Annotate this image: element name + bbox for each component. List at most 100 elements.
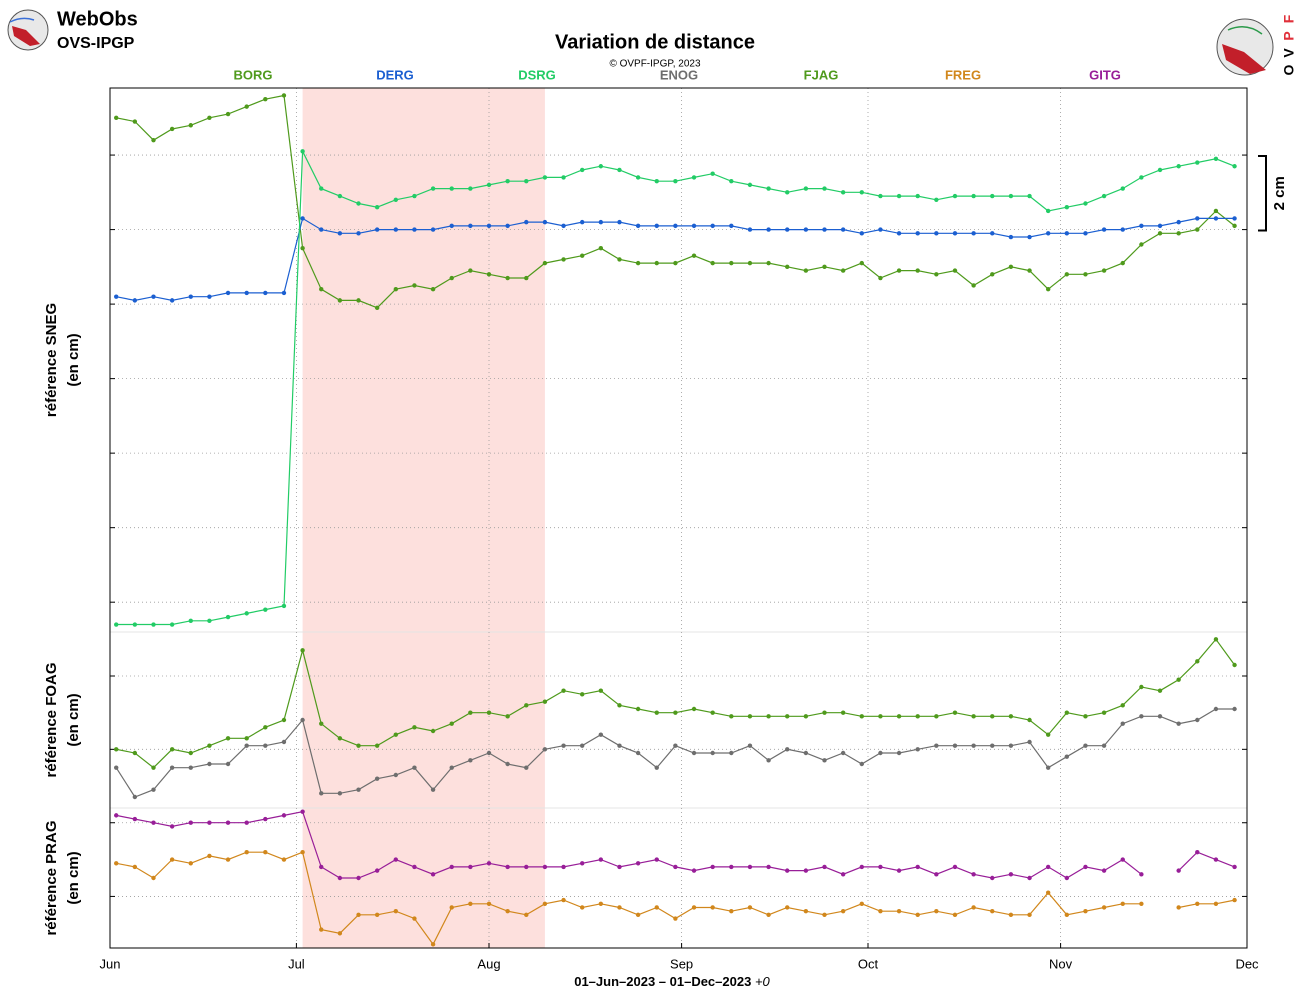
data-point [878, 714, 883, 719]
data-point [1139, 901, 1144, 906]
data-point [859, 190, 864, 195]
data-point [785, 227, 790, 232]
data-point [1045, 765, 1051, 770]
data-point [691, 253, 697, 258]
data-point [971, 743, 976, 748]
data-point [319, 287, 324, 292]
data-point [1176, 677, 1181, 682]
data-point [300, 149, 305, 154]
highlight-band [302, 88, 545, 948]
org-name: OVS-IPGP [57, 35, 135, 52]
logo-letter: O [1281, 64, 1297, 75]
x-tick-label: Dec [1235, 956, 1259, 971]
x-axis-label-main: 01–Jun–2023 – 01–Dec–2023 [574, 974, 751, 989]
data-point [766, 912, 771, 918]
data-point [896, 908, 902, 914]
data-point [747, 260, 753, 266]
data-point [319, 791, 324, 796]
data-point [1008, 714, 1014, 719]
data-point [598, 857, 604, 862]
data-point [747, 714, 753, 719]
data-point [971, 905, 976, 910]
data-point [225, 857, 231, 862]
data-point [542, 175, 548, 180]
data-point [710, 171, 715, 176]
data-point [468, 710, 473, 715]
data-point [449, 864, 454, 870]
data-point [896, 231, 902, 236]
data-point [840, 190, 846, 195]
data-point [1008, 264, 1014, 270]
x-axis-label-suffix: +0 [755, 974, 771, 989]
data-point [598, 164, 604, 169]
data-point [374, 205, 380, 210]
data-point [803, 868, 809, 873]
data-point [468, 901, 473, 906]
data-point [1101, 905, 1107, 910]
data-point [114, 861, 119, 866]
data-point [990, 193, 995, 199]
legend-label: DERG [376, 67, 414, 82]
data-point [300, 216, 305, 221]
data-point [412, 864, 417, 870]
data-point [952, 268, 958, 273]
data-point [468, 186, 473, 191]
data-point [1139, 223, 1144, 229]
data-point [263, 725, 268, 730]
y-axis-label: référence FOAG [43, 662, 60, 777]
data-point [505, 275, 510, 281]
data-point [151, 820, 156, 825]
data-point [449, 186, 454, 191]
data-point [747, 227, 753, 232]
y-axis-label: référence PRAG [43, 820, 60, 935]
data-point [654, 857, 659, 862]
data-point [1232, 223, 1237, 229]
data-point [729, 864, 734, 870]
data-point [1213, 216, 1219, 221]
data-point [561, 743, 566, 748]
data-point [896, 868, 902, 873]
data-point [1213, 208, 1219, 214]
data-point [114, 813, 119, 818]
data-point [132, 119, 138, 124]
data-point [1064, 272, 1070, 277]
data-point [486, 750, 492, 756]
data-point [915, 193, 920, 199]
plot-frame [109, 87, 1248, 949]
data-point [263, 607, 268, 612]
data-point [225, 761, 231, 767]
data-point [673, 743, 678, 748]
data-point [635, 260, 641, 266]
logo-left [7, 9, 49, 51]
data-point [971, 193, 976, 199]
data-point [729, 908, 734, 914]
data-point [1213, 637, 1219, 642]
data-point [1232, 897, 1237, 903]
data-point [1045, 287, 1051, 292]
data-point [1139, 175, 1144, 180]
data-point [132, 816, 138, 822]
data-point [1195, 160, 1200, 165]
data-point [1157, 167, 1163, 173]
data-point [1083, 272, 1088, 277]
data-point [915, 864, 920, 870]
data-point [505, 761, 510, 767]
legend-label: BORG [234, 67, 273, 82]
data-point [356, 912, 361, 918]
data-point [337, 791, 343, 796]
data-point [1083, 231, 1088, 236]
data-point [1045, 231, 1051, 236]
data-point [1139, 872, 1144, 877]
data-point [1101, 268, 1107, 273]
data-point [468, 268, 473, 273]
data-point [1139, 684, 1144, 690]
data-point [934, 743, 939, 748]
data-point [971, 872, 976, 877]
data-point [766, 186, 771, 191]
data-point [654, 223, 659, 229]
data-point [1083, 714, 1088, 719]
data-point [244, 820, 249, 825]
data-point [449, 223, 454, 229]
series-line [115, 708, 1235, 798]
data-point [878, 908, 883, 914]
